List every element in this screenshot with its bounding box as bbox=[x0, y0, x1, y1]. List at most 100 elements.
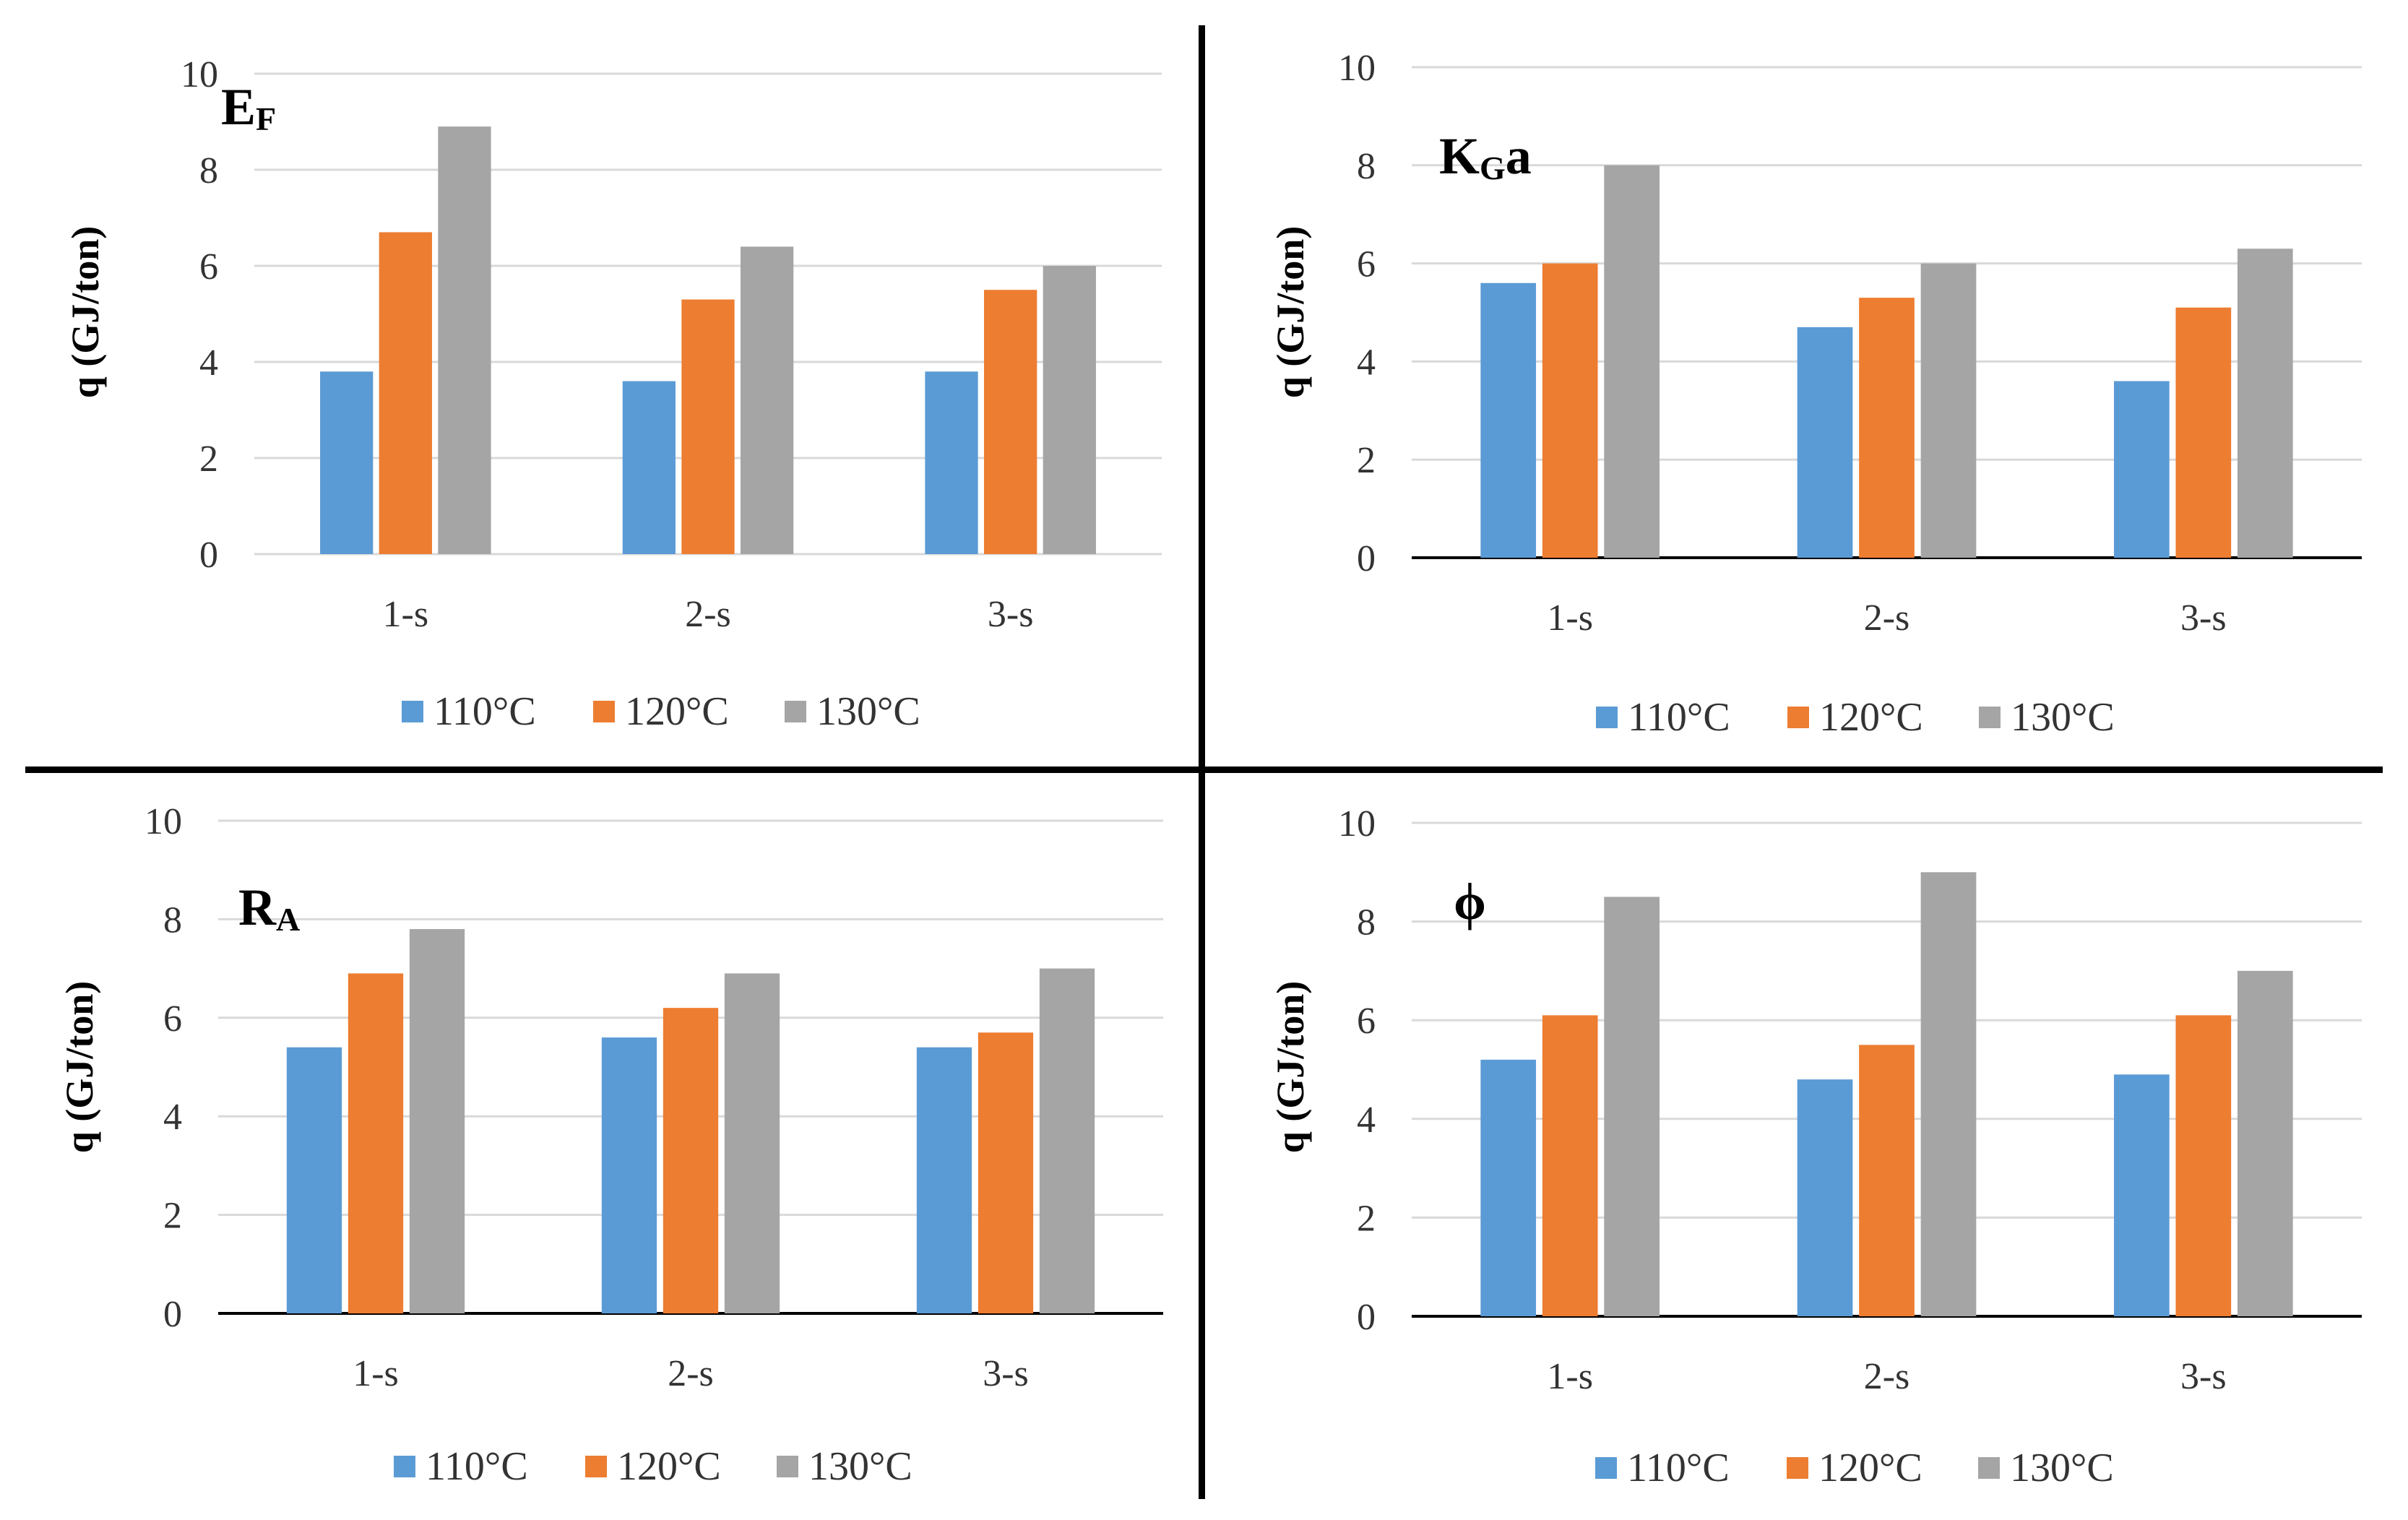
x-tick-label: 1-s bbox=[353, 1353, 399, 1394]
legend-swatch bbox=[1978, 1457, 2000, 1479]
bar-3-s-120c bbox=[2175, 1015, 2232, 1316]
legend-swatch bbox=[777, 1456, 798, 1477]
y-axis-label: q (GJ/ton) bbox=[64, 226, 107, 399]
y-tick-label: 0 bbox=[163, 1294, 182, 1335]
bar-1-s-130c bbox=[1604, 165, 1660, 558]
bar-2-s-110c bbox=[1797, 327, 1853, 558]
bar-3-s-120c bbox=[978, 1032, 1034, 1313]
x-tick-label: 3-s bbox=[983, 1353, 1029, 1394]
y-tick-label: 4 bbox=[163, 1097, 182, 1138]
bar-1-s-120c bbox=[1542, 263, 1598, 558]
bar-3-s-130c bbox=[1043, 266, 1096, 554]
x-tick-label: 1-s bbox=[383, 594, 429, 635]
bar-2-s-110c bbox=[1797, 1079, 1853, 1316]
y-tick-label: 2 bbox=[1357, 1198, 1376, 1239]
chart-kga: 0 2 4 6 8 10 1-s 2-s 3-s q (GJ/ton) KGa 110°C 120°C 1… bbox=[1269, 48, 2362, 740]
legend-swatch bbox=[1787, 707, 1809, 728]
chart-ra: 0 2 4 6 8 10 1-s 2-s 3-s q (GJ/ton) RA 110°C 120°C 13… bbox=[58, 801, 1163, 1489]
bar-1-s-130c bbox=[1604, 897, 1660, 1316]
x-tick-label: 2-s bbox=[1864, 1356, 1910, 1397]
bar-2-s-130c bbox=[724, 973, 780, 1313]
bar-1-s-120c bbox=[379, 232, 432, 554]
panel-title: EF bbox=[221, 78, 276, 137]
bar-2-s-110c bbox=[622, 381, 676, 554]
y-tick-label: 4 bbox=[1357, 342, 1376, 383]
panel-title: KGa bbox=[1439, 127, 1532, 186]
y-tick-label: 6 bbox=[199, 246, 218, 288]
panel-title: ϕ bbox=[1454, 873, 1486, 930]
legend-swatch bbox=[1787, 1457, 1808, 1479]
bar-1-s-110c bbox=[1480, 1059, 1537, 1316]
bar-3-s-130c bbox=[2237, 249, 2293, 558]
y-tick-label: 6 bbox=[1357, 244, 1376, 285]
bar-1-s-110c bbox=[1480, 282, 1537, 558]
y-tick-label: 10 bbox=[144, 801, 182, 842]
bar-3-s-110c bbox=[925, 371, 978, 554]
bar-2-s-120c bbox=[1859, 1045, 1915, 1316]
bar-3-s-130c bbox=[1039, 968, 1095, 1313]
bar-1-s-110c bbox=[320, 371, 374, 554]
y-tick-label: 10 bbox=[181, 54, 218, 95]
legend-label: 110°C bbox=[426, 1444, 528, 1489]
bar-2-s-120c bbox=[681, 299, 735, 554]
bar-3-s-120c bbox=[984, 290, 1037, 554]
legend-label: 130°C bbox=[808, 1444, 912, 1489]
bar-2-s-130c bbox=[1920, 263, 1977, 558]
legend-label: 120°C bbox=[625, 689, 729, 734]
y-tick-label: 8 bbox=[1357, 902, 1376, 943]
legend-label: 130°C bbox=[2010, 1446, 2114, 1490]
bar-1-s-110c bbox=[286, 1047, 342, 1313]
horizontal-divider bbox=[25, 767, 2383, 773]
y-tick-label: 6 bbox=[163, 998, 182, 1040]
y-tick-label: 6 bbox=[1357, 1001, 1376, 1042]
legend-swatch bbox=[1596, 707, 1618, 728]
x-tick-label: 3-s bbox=[2180, 597, 2227, 639]
bar-2-s-130c bbox=[1920, 872, 1977, 1316]
bar-3-s-110c bbox=[2114, 381, 2170, 558]
chart-phi: 0 2 4 6 8 10 1-s 2-s 3-s q (GJ/ton) ϕ 110°C 120°C 130… bbox=[1269, 803, 2362, 1490]
bar-2-s-110c bbox=[601, 1037, 657, 1313]
y-tick-label: 4 bbox=[1357, 1100, 1376, 1141]
y-tick-label: 8 bbox=[1357, 146, 1376, 187]
y-tick-label: 10 bbox=[1338, 48, 1376, 89]
legend-swatch bbox=[585, 1456, 607, 1477]
legend-label: 110°C bbox=[1627, 1446, 1730, 1490]
x-tick-label: 2-s bbox=[1864, 597, 1910, 639]
legend-label: 120°C bbox=[617, 1444, 721, 1489]
legend-swatch bbox=[1979, 707, 2001, 728]
panel-title: RA bbox=[238, 878, 300, 938]
bar-1-s-130c bbox=[438, 126, 491, 554]
legend-label: 130°C bbox=[2011, 695, 2115, 740]
x-tick-label: 2-s bbox=[668, 1353, 714, 1394]
vertical-divider bbox=[1199, 25, 1205, 1499]
y-tick-label: 8 bbox=[163, 899, 182, 941]
bar-3-s-130c bbox=[2237, 970, 2293, 1316]
x-tick-label: 3-s bbox=[988, 594, 1034, 635]
y-tick-label: 8 bbox=[199, 150, 218, 191]
y-tick-label: 4 bbox=[199, 342, 218, 384]
legend-swatch bbox=[593, 701, 615, 722]
bar-3-s-110c bbox=[916, 1047, 972, 1313]
y-tick-label: 2 bbox=[199, 439, 218, 480]
legend-swatch bbox=[394, 1456, 415, 1477]
y-tick-label: 0 bbox=[1357, 1297, 1376, 1338]
chart-ef: 0 2 4 6 8 10 1-s 2-s 3-s q (GJ/ton) EF 110°C 120°C 13… bbox=[64, 54, 1162, 734]
y-axis-label: q (GJ/ton) bbox=[1269, 981, 1312, 1154]
legend-label: 110°C bbox=[433, 689, 536, 734]
legend-swatch bbox=[402, 701, 423, 722]
bar-1-s-130c bbox=[409, 929, 465, 1313]
bar-2-s-130c bbox=[741, 246, 794, 554]
bar-3-s-120c bbox=[2175, 307, 2232, 558]
y-tick-label: 10 bbox=[1338, 803, 1376, 845]
bar-1-s-120c bbox=[348, 973, 404, 1313]
x-tick-label: 1-s bbox=[1547, 1356, 1593, 1397]
legend-label: 120°C bbox=[1819, 695, 1923, 740]
y-tick-label: 2 bbox=[1357, 440, 1376, 481]
bar-3-s-110c bbox=[2114, 1074, 2170, 1316]
x-tick-label: 1-s bbox=[1547, 597, 1593, 639]
y-tick-label: 0 bbox=[1357, 538, 1376, 579]
bar-1-s-120c bbox=[1542, 1015, 1598, 1316]
legend-label: 110°C bbox=[1628, 695, 1730, 740]
legend-label: 130°C bbox=[816, 689, 920, 734]
